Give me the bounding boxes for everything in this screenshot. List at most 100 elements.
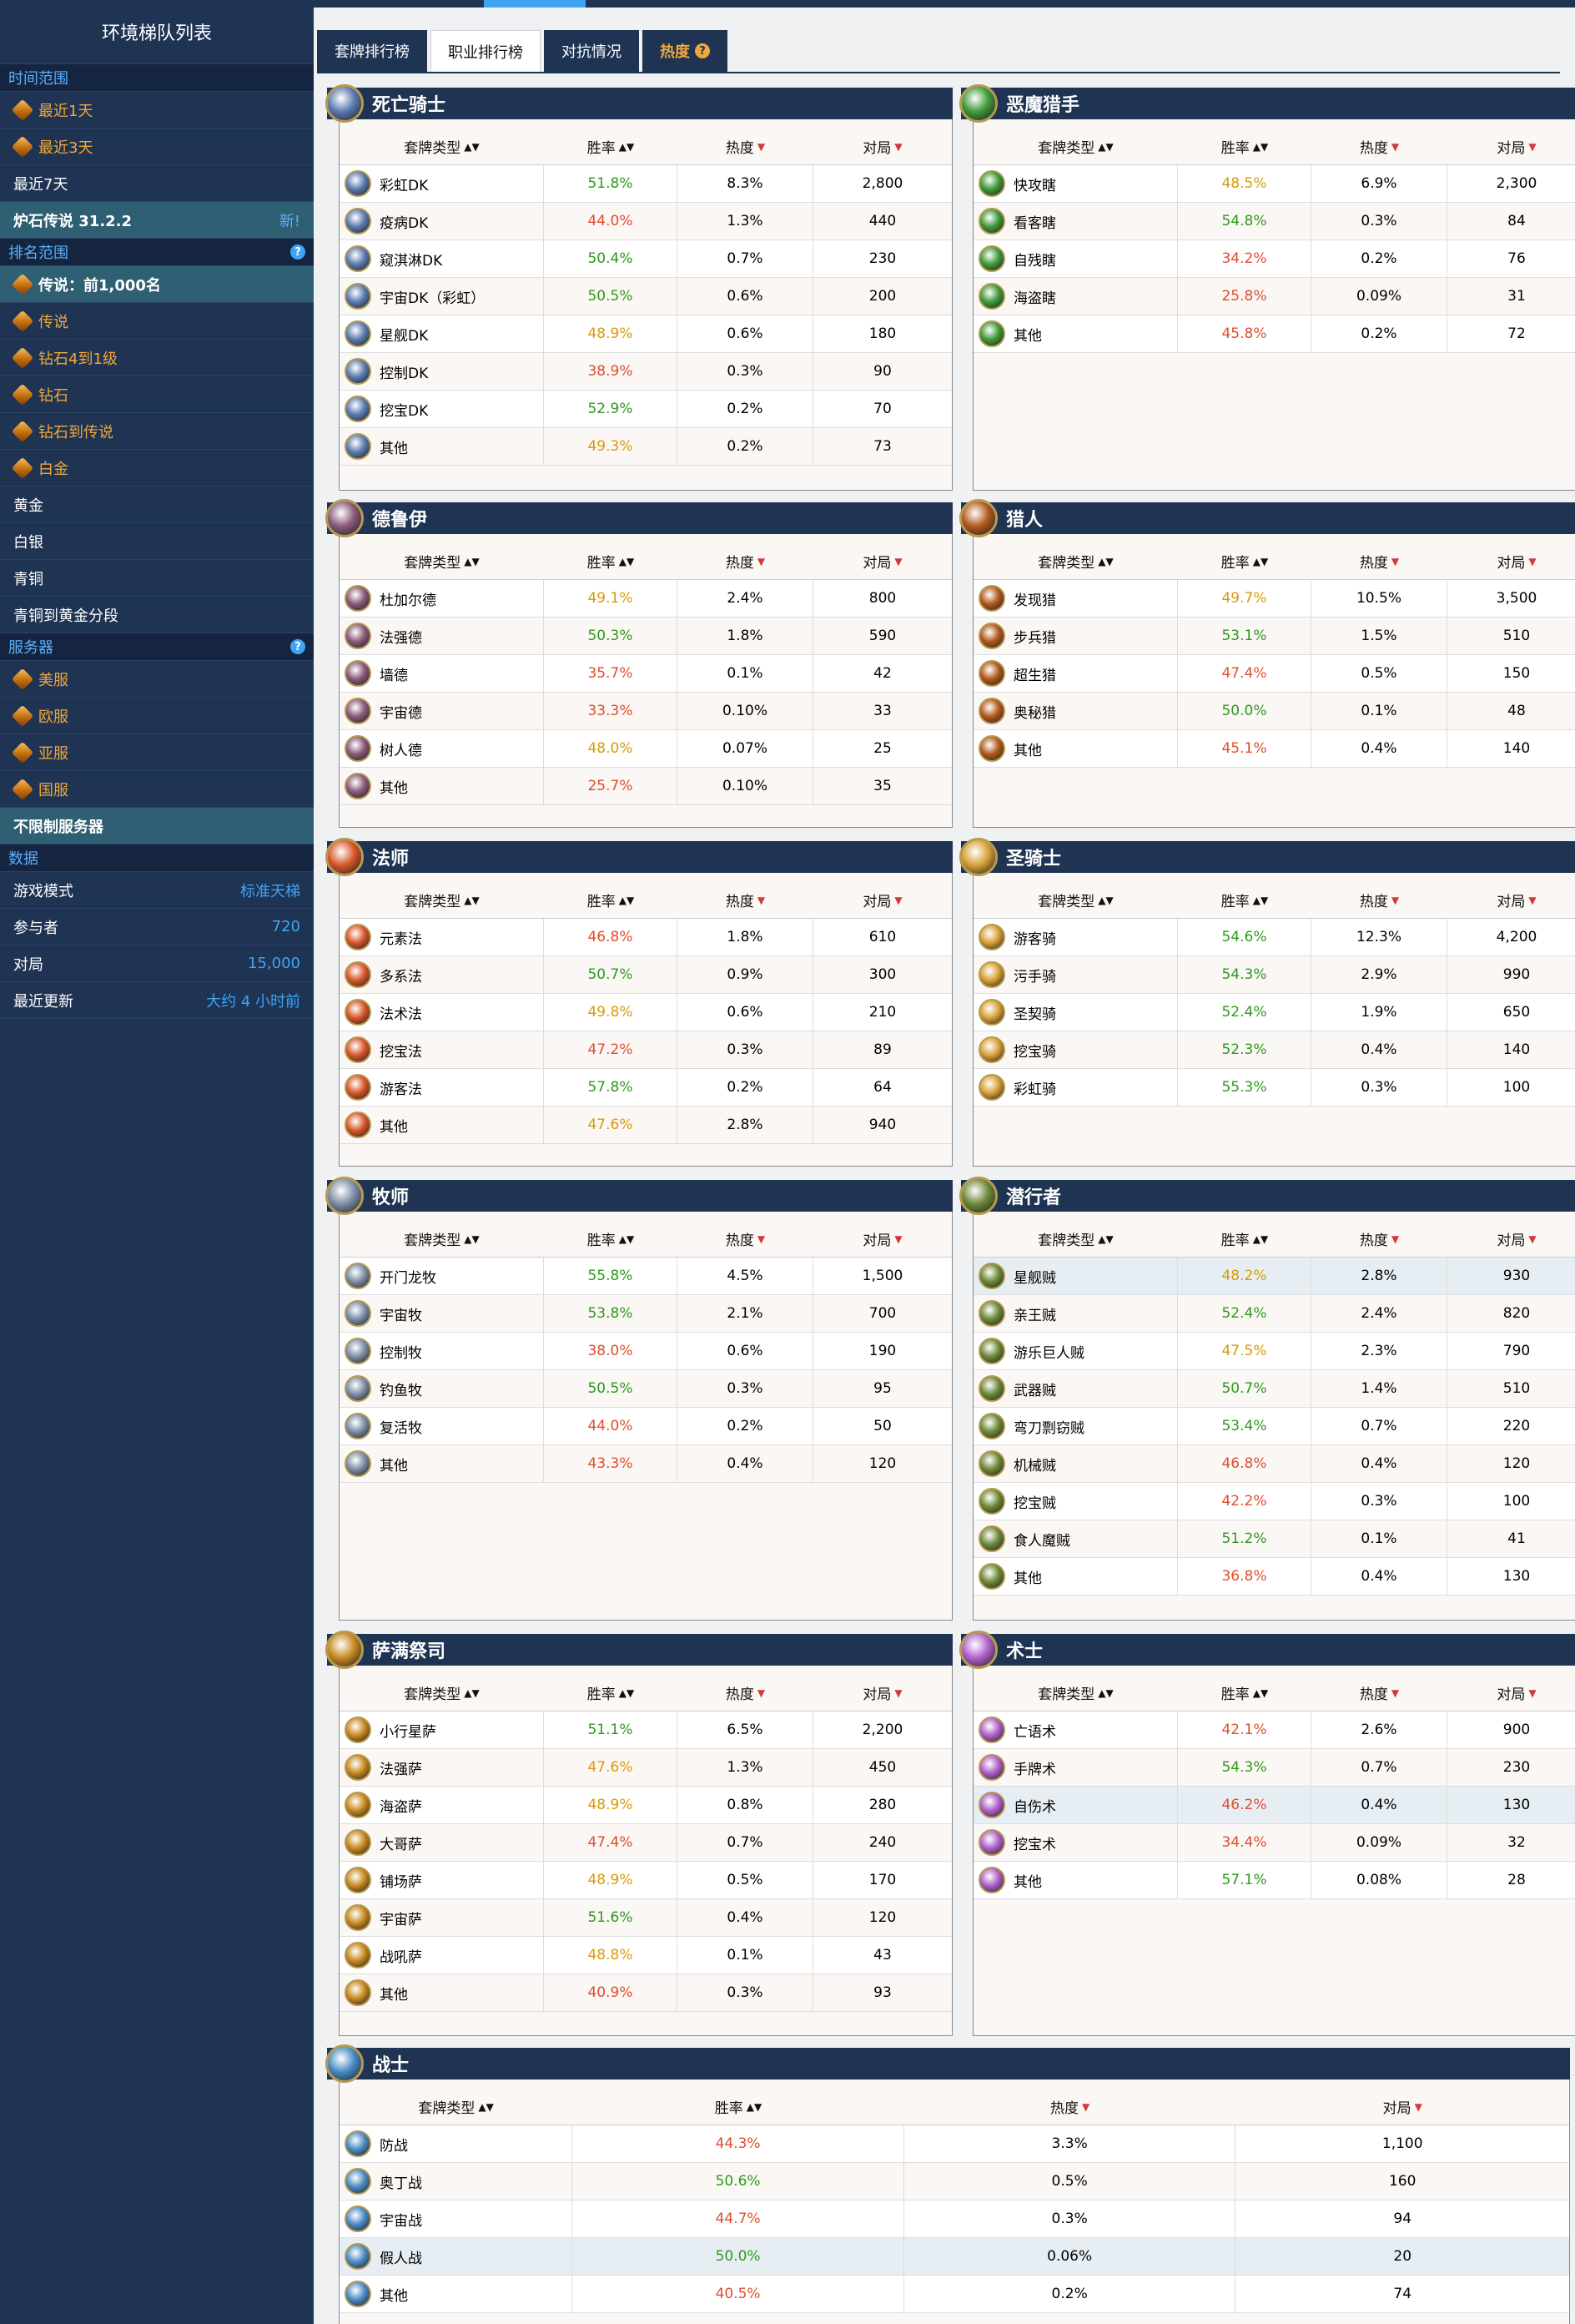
table-row[interactable]: 挖宝DK 52.9% 0.2% 70 [340,391,952,428]
table-row[interactable]: 游客法 57.8% 0.2% 64 [340,1069,952,1107]
table-row[interactable]: 开门龙牧 55.8% 4.5% 1,500 [340,1258,952,1295]
col-deck-header[interactable]: 套牌类型 ▲▼ [340,882,544,918]
col-winrate-header[interactable]: 胜率 ▲▼ [1178,543,1311,579]
deck-name[interactable]: 挖宝术 [1014,1836,1056,1853]
table-row[interactable]: 星舰DK 48.9% 0.6% 180 [340,315,952,353]
col-winrate-header[interactable]: 胜率 ▲▼ [1178,1675,1311,1711]
table-row[interactable]: 复活牧 44.0% 0.2% 50 [340,1408,952,1445]
deck-name[interactable]: 防战 [380,2137,408,2155]
table-row[interactable]: 海盗瞎 25.8% 0.09% 31 [974,278,1575,315]
tab-class-ranking[interactable]: 职业排行榜 [430,30,541,72]
col-winrate-header[interactable]: 胜率 ▲▼ [1178,1221,1311,1257]
deck-name[interactable]: 圣契骑 [1014,1006,1056,1023]
col-pop-header[interactable]: 热度 ▼ [677,129,813,164]
col-deck-header[interactable]: 套牌类型 ▲▼ [974,882,1178,918]
deck-name[interactable]: 奥丁战 [380,2175,422,2192]
table-row[interactable]: 防战 44.3% 3.3% 1,100 [340,2125,1569,2163]
col-deck-header[interactable]: 套牌类型 ▲▼ [340,543,544,579]
deck-name[interactable]: 元素法 [380,930,422,948]
col-deck-header[interactable]: 套牌类型 ▲▼ [340,1221,544,1257]
deck-name[interactable]: 食人魔贼 [1014,1532,1070,1550]
deck-name[interactable]: 海盗瞎 [1014,290,1056,307]
rank-item-7[interactable]: 白银 [0,523,314,560]
tab-deck-ranking[interactable]: 套牌排行榜 [317,30,427,72]
table-row[interactable]: 树人德 48.0% 0.07% 25 [340,730,952,768]
deck-name[interactable]: 控制DK [380,365,429,382]
table-row[interactable]: 手牌术 54.3% 0.7% 230 [974,1749,1575,1787]
col-winrate-header[interactable]: 胜率 ▲▼ [544,1675,677,1711]
table-row[interactable]: 控制牧 38.0% 0.6% 190 [340,1333,952,1370]
table-row[interactable]: 杜加尔德 49.1% 2.4% 800 [340,580,952,618]
col-pop-header[interactable]: 热度 ▼ [1311,1221,1447,1257]
deck-name[interactable]: 自伤术 [1014,1798,1056,1816]
table-row[interactable]: 自伤术 46.2% 0.4% 130 [974,1787,1575,1824]
deck-name[interactable]: 宇宙DK（彩虹） [380,290,486,307]
server-item-2[interactable]: 亚服 [0,734,314,771]
table-row[interactable]: 亡语术 42.1% 2.6% 900 [974,1711,1575,1749]
table-row[interactable]: 其他 57.1% 0.08% 28 [974,1862,1575,1899]
deck-name[interactable]: 其他 [1014,1570,1042,1587]
table-row[interactable]: 食人魔贼 51.2% 0.1% 41 [974,1520,1575,1558]
table-row[interactable]: 法强德 50.3% 1.8% 590 [340,618,952,655]
col-deck-header[interactable]: 套牌类型 ▲▼ [974,129,1178,164]
deck-name[interactable]: 彩虹DK [380,177,429,194]
table-row[interactable]: 小行星萨 51.1% 6.5% 2,200 [340,1711,952,1749]
col-winrate-header[interactable]: 胜率 ▲▼ [544,882,677,918]
deck-name[interactable]: 弯刀剽窃贼 [1014,1419,1084,1437]
deck-name[interactable]: 宇宙萨 [380,1911,422,1928]
table-row[interactable]: 其他 45.8% 0.2% 72 [974,315,1575,353]
deck-name[interactable]: 其他 [380,779,408,797]
patch-item[interactable]: 炉石传说 31.2.2 新! [0,202,314,239]
rank-item-4[interactable]: 钻石到传说 [0,413,314,450]
deck-name[interactable]: 宇宙战 [380,2212,422,2230]
table-row[interactable]: 宇宙德 33.3% 0.10% 33 [340,693,952,730]
deck-name[interactable]: 开门龙牧 [380,1269,436,1287]
col-pop-header[interactable]: 热度 ▼ [677,882,813,918]
tab-popularity[interactable]: 热度? [642,30,727,72]
deck-name[interactable]: 其他 [1014,742,1042,759]
table-row[interactable]: 钓鱼牧 50.5% 0.3% 95 [340,1370,952,1408]
table-row[interactable]: 法强萨 47.6% 1.3% 450 [340,1749,952,1787]
table-row[interactable]: 快攻瞎 48.5% 6.9% 2,300 [974,165,1575,203]
server-item-1[interactable]: 欧服 [0,698,314,734]
col-games-header[interactable]: 对局 ▼ [813,543,952,579]
table-row[interactable]: 污手骑 54.3% 2.9% 990 [974,956,1575,994]
deck-name[interactable]: 奥秘猎 [1014,704,1056,722]
deck-name[interactable]: 游客法 [380,1081,422,1098]
rank-item-1[interactable]: 传说 [0,303,314,340]
col-pop-header[interactable]: 热度 ▼ [677,543,813,579]
table-row[interactable]: 弯刀剽窃贼 53.4% 0.7% 220 [974,1408,1575,1445]
table-row[interactable]: 疫病DK 44.0% 1.3% 440 [340,203,952,240]
deck-name[interactable]: 步兵猎 [1014,629,1056,647]
deck-name[interactable]: 星舰贼 [1014,1269,1056,1287]
col-games-header[interactable]: 对局 ▼ [813,129,952,164]
table-row[interactable]: 铺场萨 48.9% 0.5% 170 [340,1862,952,1899]
table-row[interactable]: 其他 40.5% 0.2% 74 [340,2276,1569,2313]
table-row[interactable]: 其他 25.7% 0.10% 35 [340,768,952,805]
rank-item-legend-top[interactable]: 传说：前1,000名 [0,266,314,303]
col-pop-header[interactable]: 热度 ▼ [1311,129,1447,164]
col-winrate-header[interactable]: 胜率 ▲▼ [544,1221,677,1257]
deck-name[interactable]: 手牌术 [1014,1761,1056,1778]
col-games-header[interactable]: 对局 ▼ [1235,2089,1569,2125]
deck-name[interactable]: 其他 [380,1457,408,1475]
deck-name[interactable]: 杜加尔德 [380,592,436,609]
deck-name[interactable]: 其他 [380,1986,408,2004]
table-row[interactable]: 宇宙牧 53.8% 2.1% 700 [340,1295,952,1333]
col-games-header[interactable]: 对局 ▼ [1447,882,1575,918]
deck-name[interactable]: 钓鱼牧 [380,1382,422,1399]
deck-name[interactable]: 法强德 [380,629,422,647]
time-item-3d[interactable]: 最近3天 [0,129,314,165]
help-icon[interactable]: ? [695,43,710,58]
deck-name[interactable]: 亡语术 [1014,1723,1056,1741]
deck-name[interactable]: 挖宝骑 [1014,1043,1056,1061]
rank-item-6[interactable]: 黄金 [0,486,314,523]
deck-name[interactable]: 窥淇淋DK [380,252,443,270]
col-pop-header[interactable]: 热度 ▼ [904,2089,1236,2125]
deck-name[interactable]: 小行星萨 [380,1723,436,1741]
server-item-3[interactable]: 国服 [0,771,314,808]
deck-name[interactable]: 看客瞎 [1014,214,1056,232]
deck-name[interactable]: 宇宙牧 [380,1307,422,1324]
rank-item-8[interactable]: 青铜 [0,560,314,597]
col-games-header[interactable]: 对局 ▼ [813,882,952,918]
